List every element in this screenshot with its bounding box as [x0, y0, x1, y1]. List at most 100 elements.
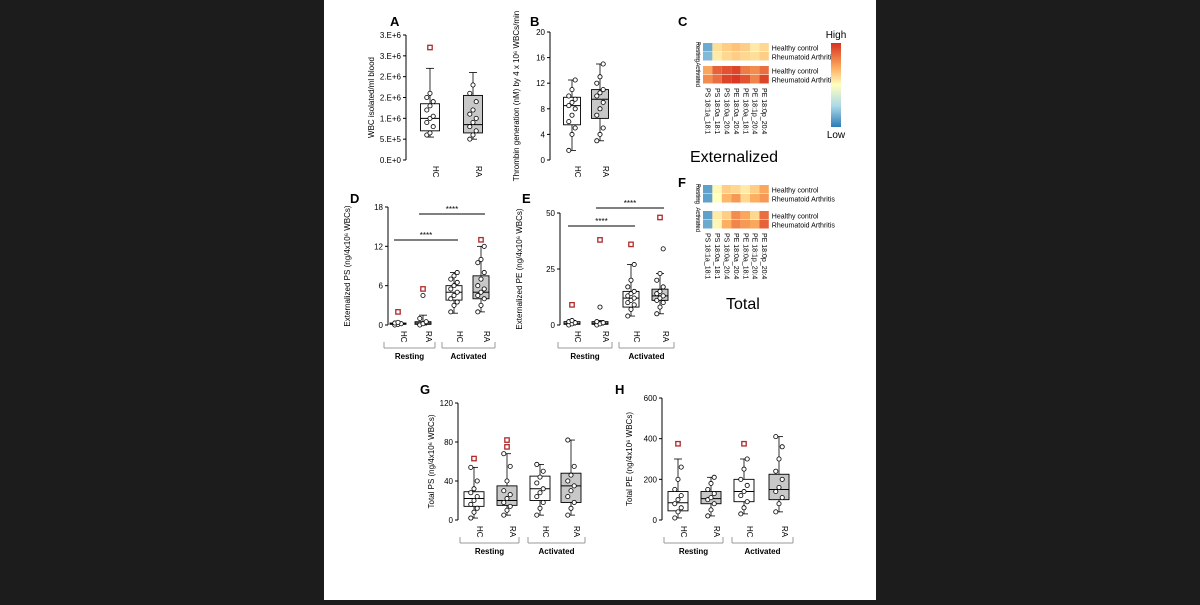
data-point — [594, 93, 600, 99]
data-point — [474, 505, 480, 511]
x-tick-label: RA — [508, 526, 517, 538]
x-tick-label: RA — [474, 166, 483, 178]
heatmap-cell — [750, 194, 760, 203]
y-tick-label: 0.E+0 — [380, 156, 402, 165]
data-point — [672, 515, 678, 521]
x-tick-label: RA — [780, 526, 789, 538]
data-point — [744, 456, 750, 462]
data-point — [744, 482, 750, 488]
data-point — [507, 503, 513, 509]
box-ra — [651, 214, 669, 317]
data-point — [594, 319, 600, 325]
data-point — [565, 512, 571, 518]
panel-label-d: D — [350, 191, 359, 206]
heatmap-cell — [740, 75, 750, 84]
data-point — [451, 273, 457, 279]
box-iqr — [472, 275, 490, 300]
heatmap-cell — [740, 52, 750, 61]
significance-label: **** — [446, 205, 458, 214]
outlier-point — [395, 309, 401, 315]
data-point — [417, 315, 423, 321]
heatmap-col-label: PE 18:0a_18:1 — [741, 88, 748, 134]
data-point — [420, 292, 426, 298]
x-tick-label: HC — [573, 331, 582, 343]
heatmap-cell — [721, 211, 732, 220]
data-point — [776, 501, 782, 507]
data-point — [776, 456, 782, 462]
heatmap-side-label: Resting — [694, 184, 700, 204]
data-point — [468, 515, 474, 521]
heatmap-cell — [759, 66, 769, 75]
data-point — [572, 125, 578, 131]
data-point — [427, 90, 433, 96]
heatmap-cell — [731, 220, 741, 229]
data-point — [454, 270, 460, 276]
heatmap-cell — [731, 66, 741, 75]
data-point — [672, 486, 678, 492]
box-hc — [563, 301, 581, 328]
x-tick-label: HC — [541, 526, 550, 538]
y-tick-label: 0 — [541, 156, 546, 165]
data-point — [475, 309, 481, 315]
data-point — [566, 93, 572, 99]
outlier-point — [675, 440, 681, 447]
y-tick-label: 0 — [551, 321, 556, 330]
data-point — [711, 474, 717, 480]
data-point — [773, 434, 779, 440]
heatmap-cell — [712, 66, 722, 75]
data-point — [625, 284, 631, 290]
y-tick-label: 18 — [374, 203, 383, 212]
box-ra — [496, 437, 518, 518]
data-point — [675, 476, 681, 482]
data-point — [568, 472, 574, 478]
panel-label-c: C — [678, 14, 688, 29]
data-point — [568, 488, 574, 494]
chart-e: 0 25 50 Externalized PE (ng/4x10⁶ WBCs) HC RA… — [515, 199, 675, 361]
data-point — [779, 476, 785, 482]
heatmap-row-label: Rheumatoid Arthritis — [772, 223, 836, 230]
box-ra — [700, 474, 722, 519]
heatmap-cell — [740, 66, 750, 75]
box-hc — [463, 455, 485, 521]
data-point — [504, 496, 510, 502]
y-tick-label: 3.E+6 — [380, 31, 402, 40]
data-point — [504, 507, 510, 513]
data-point — [470, 82, 476, 88]
heatmap-cell — [750, 220, 760, 229]
data-point — [448, 276, 454, 282]
heatmap-cell — [712, 211, 722, 220]
data-point — [467, 90, 473, 96]
heatmap-cell — [759, 75, 769, 84]
data-point — [474, 494, 480, 500]
data-point — [569, 87, 575, 93]
data-point — [470, 120, 476, 126]
heatmap-side-label: Activated — [694, 207, 700, 232]
data-point — [566, 119, 572, 125]
data-point — [741, 466, 747, 472]
heatmap-cell — [750, 185, 760, 194]
heatmap-cell — [731, 211, 741, 220]
data-point — [451, 283, 457, 289]
heatmap-cell — [703, 52, 713, 61]
heatmap-cell — [712, 185, 722, 194]
data-point — [473, 128, 479, 134]
data-point — [501, 499, 507, 505]
outlier-point — [420, 286, 426, 292]
heatmap-cell — [721, 185, 732, 194]
heatmap-cell — [703, 194, 713, 203]
chart-g: 0 40 80 120 Total PS (ng/4x10⁶ WBCs) HC RA HC RA… — [427, 399, 586, 556]
group-label: Resting — [395, 352, 424, 361]
data-point — [473, 115, 479, 121]
chart-h: 0 200 400 600 Total PE (ng/4x10⁶ WBCs) HC RA HC… — [625, 394, 794, 556]
data-point — [507, 463, 513, 469]
y-tick-label: 25 — [546, 265, 555, 274]
data-point — [738, 511, 744, 517]
significance-label: **** — [420, 231, 432, 240]
data-point — [572, 106, 578, 112]
x-tick-label: HC — [573, 166, 582, 178]
data-point — [571, 463, 577, 469]
group-label: Resting — [679, 547, 708, 556]
data-point — [776, 484, 782, 490]
panel-label-b: B — [530, 14, 539, 29]
data-point — [501, 451, 507, 457]
